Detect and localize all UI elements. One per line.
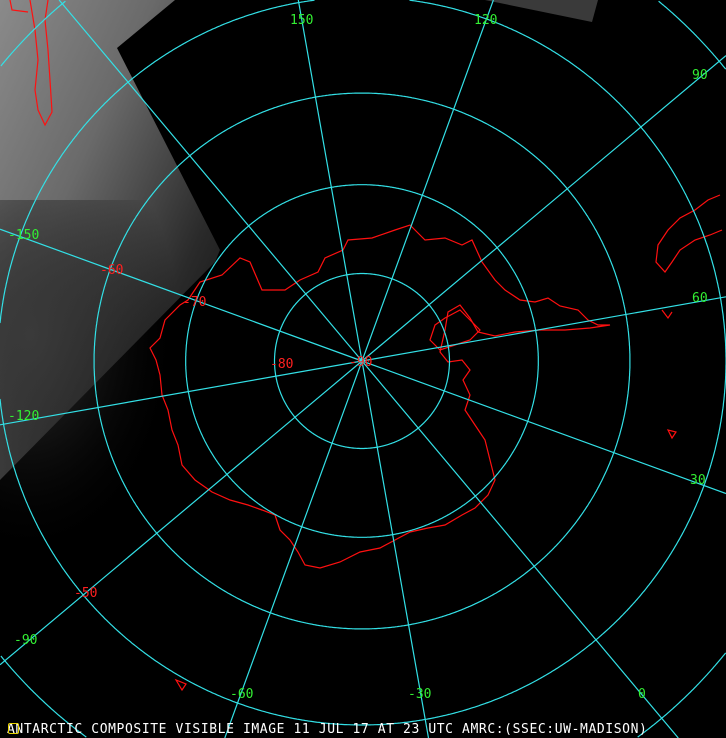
meridian-line [0,360,363,426]
image-caption: ANTARCTIC COMPOSITE VISIBLE IMAGE 11 JUL… [7,722,648,737]
imagery-wedge [485,0,598,22]
antarctica-coastline [149,224,611,569]
meridian-line [0,228,363,362]
latitude-label: -90 [349,355,372,370]
satellite-imagery [0,0,598,650]
graticule-labels: 150 120 90 60 30 0 -30 -60 -90 -120 -150 -50 -60 -70 -… [8,13,708,702]
meridian-line [361,360,430,738]
meridian-line [361,55,726,362]
meridian-line [361,0,494,362]
longitude-label: -30 [408,687,431,702]
logo-icon [8,723,19,734]
longitude-label: -60 [230,687,253,702]
meridian-line [58,0,363,362]
meridian-line [224,360,363,738]
new-zealand-coastline [655,194,723,273]
latitude-label: -50 [74,586,97,601]
meridian-line [297,0,363,362]
meridian-line [361,296,726,362]
coastline [9,0,723,692]
latitude-label: -70 [183,295,206,310]
longitude-label: 0 [638,687,646,702]
ross-ice-shelf-outline [429,309,481,351]
island [174,309,677,692]
south-america-coastline [9,0,53,127]
imagery-haze [0,200,300,650]
meridian-line [361,360,679,738]
longitude-label: 30 [690,473,706,488]
latitude-circle [93,92,631,630]
latitude-label: -80 [270,357,293,372]
longitude-label: -90 [14,633,37,648]
latitude-label: -60 [100,263,123,278]
longitude-label: 60 [692,291,708,306]
meridian-line [361,360,726,495]
longitude-label: 150 [290,13,313,28]
longitude-label: 90 [692,68,708,83]
longitude-label: -120 [8,409,39,424]
meridian-line [0,360,363,666]
longitude-label: -150 [8,228,39,243]
longitude-label: 120 [474,13,497,28]
latitude-circle [185,184,539,538]
latitude-circle [273,272,451,450]
